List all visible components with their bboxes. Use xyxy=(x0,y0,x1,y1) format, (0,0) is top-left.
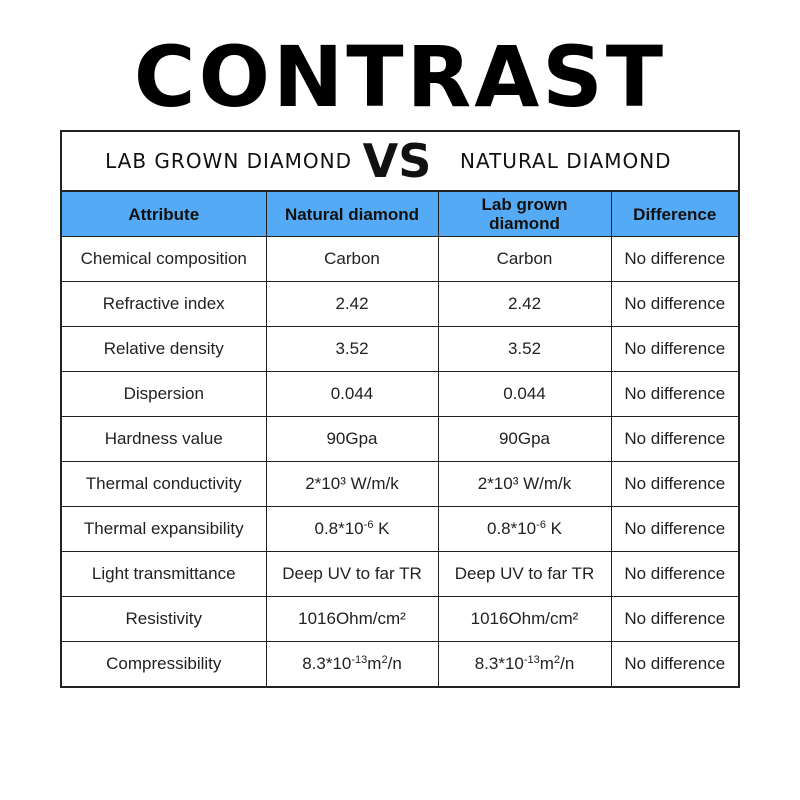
header-lab-text: Lab grown diamond xyxy=(481,195,568,233)
difference-cell: No difference xyxy=(610,596,738,642)
attribute-cell: Chemical composition xyxy=(62,236,267,282)
natural-cell: 3.52 xyxy=(265,326,439,372)
value-base: 0.8*10 xyxy=(314,519,364,538)
difference-cell: No difference xyxy=(610,506,738,552)
value-base: 8.3*10 xyxy=(474,654,524,673)
comparison-table: LAB GROWN DIAMOND VS NATURAL DIAMOND Att… xyxy=(60,130,740,688)
attribute-cell: Compressibility xyxy=(62,641,267,686)
table-row: Dispersion 0.044 0.044 No difference xyxy=(62,371,738,417)
comparison-header: LAB GROWN DIAMOND VS NATURAL DIAMOND xyxy=(62,132,738,192)
natural-cell: 2*10³ W/m/k xyxy=(265,461,439,507)
attribute-cell: Thermal expansibility xyxy=(62,506,267,552)
natural-cell: Carbon xyxy=(265,236,439,282)
attribute-cell: Refractive index xyxy=(62,281,267,327)
difference-cell: No difference xyxy=(610,371,738,417)
value-exponent: -6 xyxy=(363,519,374,531)
table-row: Thermal expansibility 0.8*10-6 K 0.8*10-… xyxy=(62,506,738,552)
natural-cell: 0.044 xyxy=(265,371,439,417)
table-row: Compressibility 8.3*10-13m2/n 8.3*10-13m… xyxy=(62,641,738,686)
natural-cell: 0.8*10-6 K xyxy=(265,506,439,552)
attribute-cell: Light transmittance xyxy=(62,551,267,597)
lab-cell: Carbon xyxy=(437,236,612,282)
value-base: 8.3*10 xyxy=(302,654,352,673)
header-lab: Lab grown diamond xyxy=(437,192,612,237)
value-unit: m xyxy=(539,654,554,673)
difference-cell: No difference xyxy=(610,551,738,597)
attributes-table: Attribute Natural diamond Lab grown diam… xyxy=(62,192,738,686)
lab-cell: 1016Ohm/cm² xyxy=(437,596,612,642)
value-exponent: 2 xyxy=(553,654,561,666)
attribute-cell: Thermal conductivity xyxy=(62,461,267,507)
lab-grown-label: LAB GROWN DIAMOND xyxy=(105,149,352,173)
value-exponent: -13 xyxy=(351,654,368,666)
lab-cell: Deep UV to far TR xyxy=(437,551,612,597)
difference-cell: No difference xyxy=(610,461,738,507)
value-unit: K xyxy=(373,519,390,538)
table-row: Relative density 3.52 3.52 No difference xyxy=(62,326,738,372)
lab-cell: 0.044 xyxy=(437,371,612,417)
difference-cell: No difference xyxy=(610,641,738,686)
difference-cell: No difference xyxy=(610,326,738,372)
table-header-row: Attribute Natural diamond Lab grown diam… xyxy=(62,192,738,237)
table-row: Hardness value 90Gpa 90Gpa No difference xyxy=(62,416,738,462)
table-row: Chemical composition Carbon Carbon No di… xyxy=(62,236,738,282)
attribute-cell: Dispersion xyxy=(62,371,267,417)
natural-cell: 1016Ohm/cm² xyxy=(265,596,439,642)
lab-cell: 90Gpa xyxy=(437,416,612,462)
difference-cell: No difference xyxy=(610,236,738,282)
lab-cell: 2*10³ W/m/k xyxy=(437,461,612,507)
value-unit: /n xyxy=(560,654,575,673)
lab-cell: 0.8*10-6 K xyxy=(437,506,612,552)
lab-cell: 3.52 xyxy=(437,326,612,372)
natural-cell: Deep UV to far TR xyxy=(265,551,439,597)
lab-cell: 8.3*10-13m2/n xyxy=(437,641,612,686)
table-row: Resistivity 1016Ohm/cm² 1016Ohm/cm² No d… xyxy=(62,596,738,642)
header-attribute: Attribute xyxy=(62,192,267,237)
attribute-cell: Hardness value xyxy=(62,416,267,462)
natural-cell: 8.3*10-13m2/n xyxy=(265,641,439,686)
difference-cell: No difference xyxy=(610,281,738,327)
attribute-cell: Relative density xyxy=(62,326,267,372)
vs-label: VS xyxy=(362,134,432,188)
table-row: Thermal conductivity 2*10³ W/m/k 2*10³ W… xyxy=(62,461,738,507)
natural-cell: 2.42 xyxy=(265,281,439,327)
header-natural: Natural diamond xyxy=(265,192,439,237)
header-difference: Difference xyxy=(610,192,738,237)
value-exponent: -6 xyxy=(536,519,546,531)
attribute-cell: Resistivity xyxy=(62,596,267,642)
value-exponent: 2 xyxy=(381,654,388,666)
table-row: Refractive index 2.42 2.42 No difference xyxy=(62,281,738,327)
value-unit: /n xyxy=(387,654,402,673)
difference-cell: No difference xyxy=(610,416,738,462)
natural-cell: 90Gpa xyxy=(265,416,439,462)
value-unit: m xyxy=(367,654,382,673)
page-title: CONTRAST xyxy=(133,28,667,126)
value-unit: K xyxy=(545,519,562,538)
lab-cell: 2.42 xyxy=(437,281,612,327)
value-exponent: -13 xyxy=(523,654,540,666)
table-row: Light transmittance Deep UV to far TR De… xyxy=(62,551,738,597)
value-base: 0.8*10 xyxy=(486,519,537,538)
natural-label: NATURAL DIAMOND xyxy=(460,149,672,173)
